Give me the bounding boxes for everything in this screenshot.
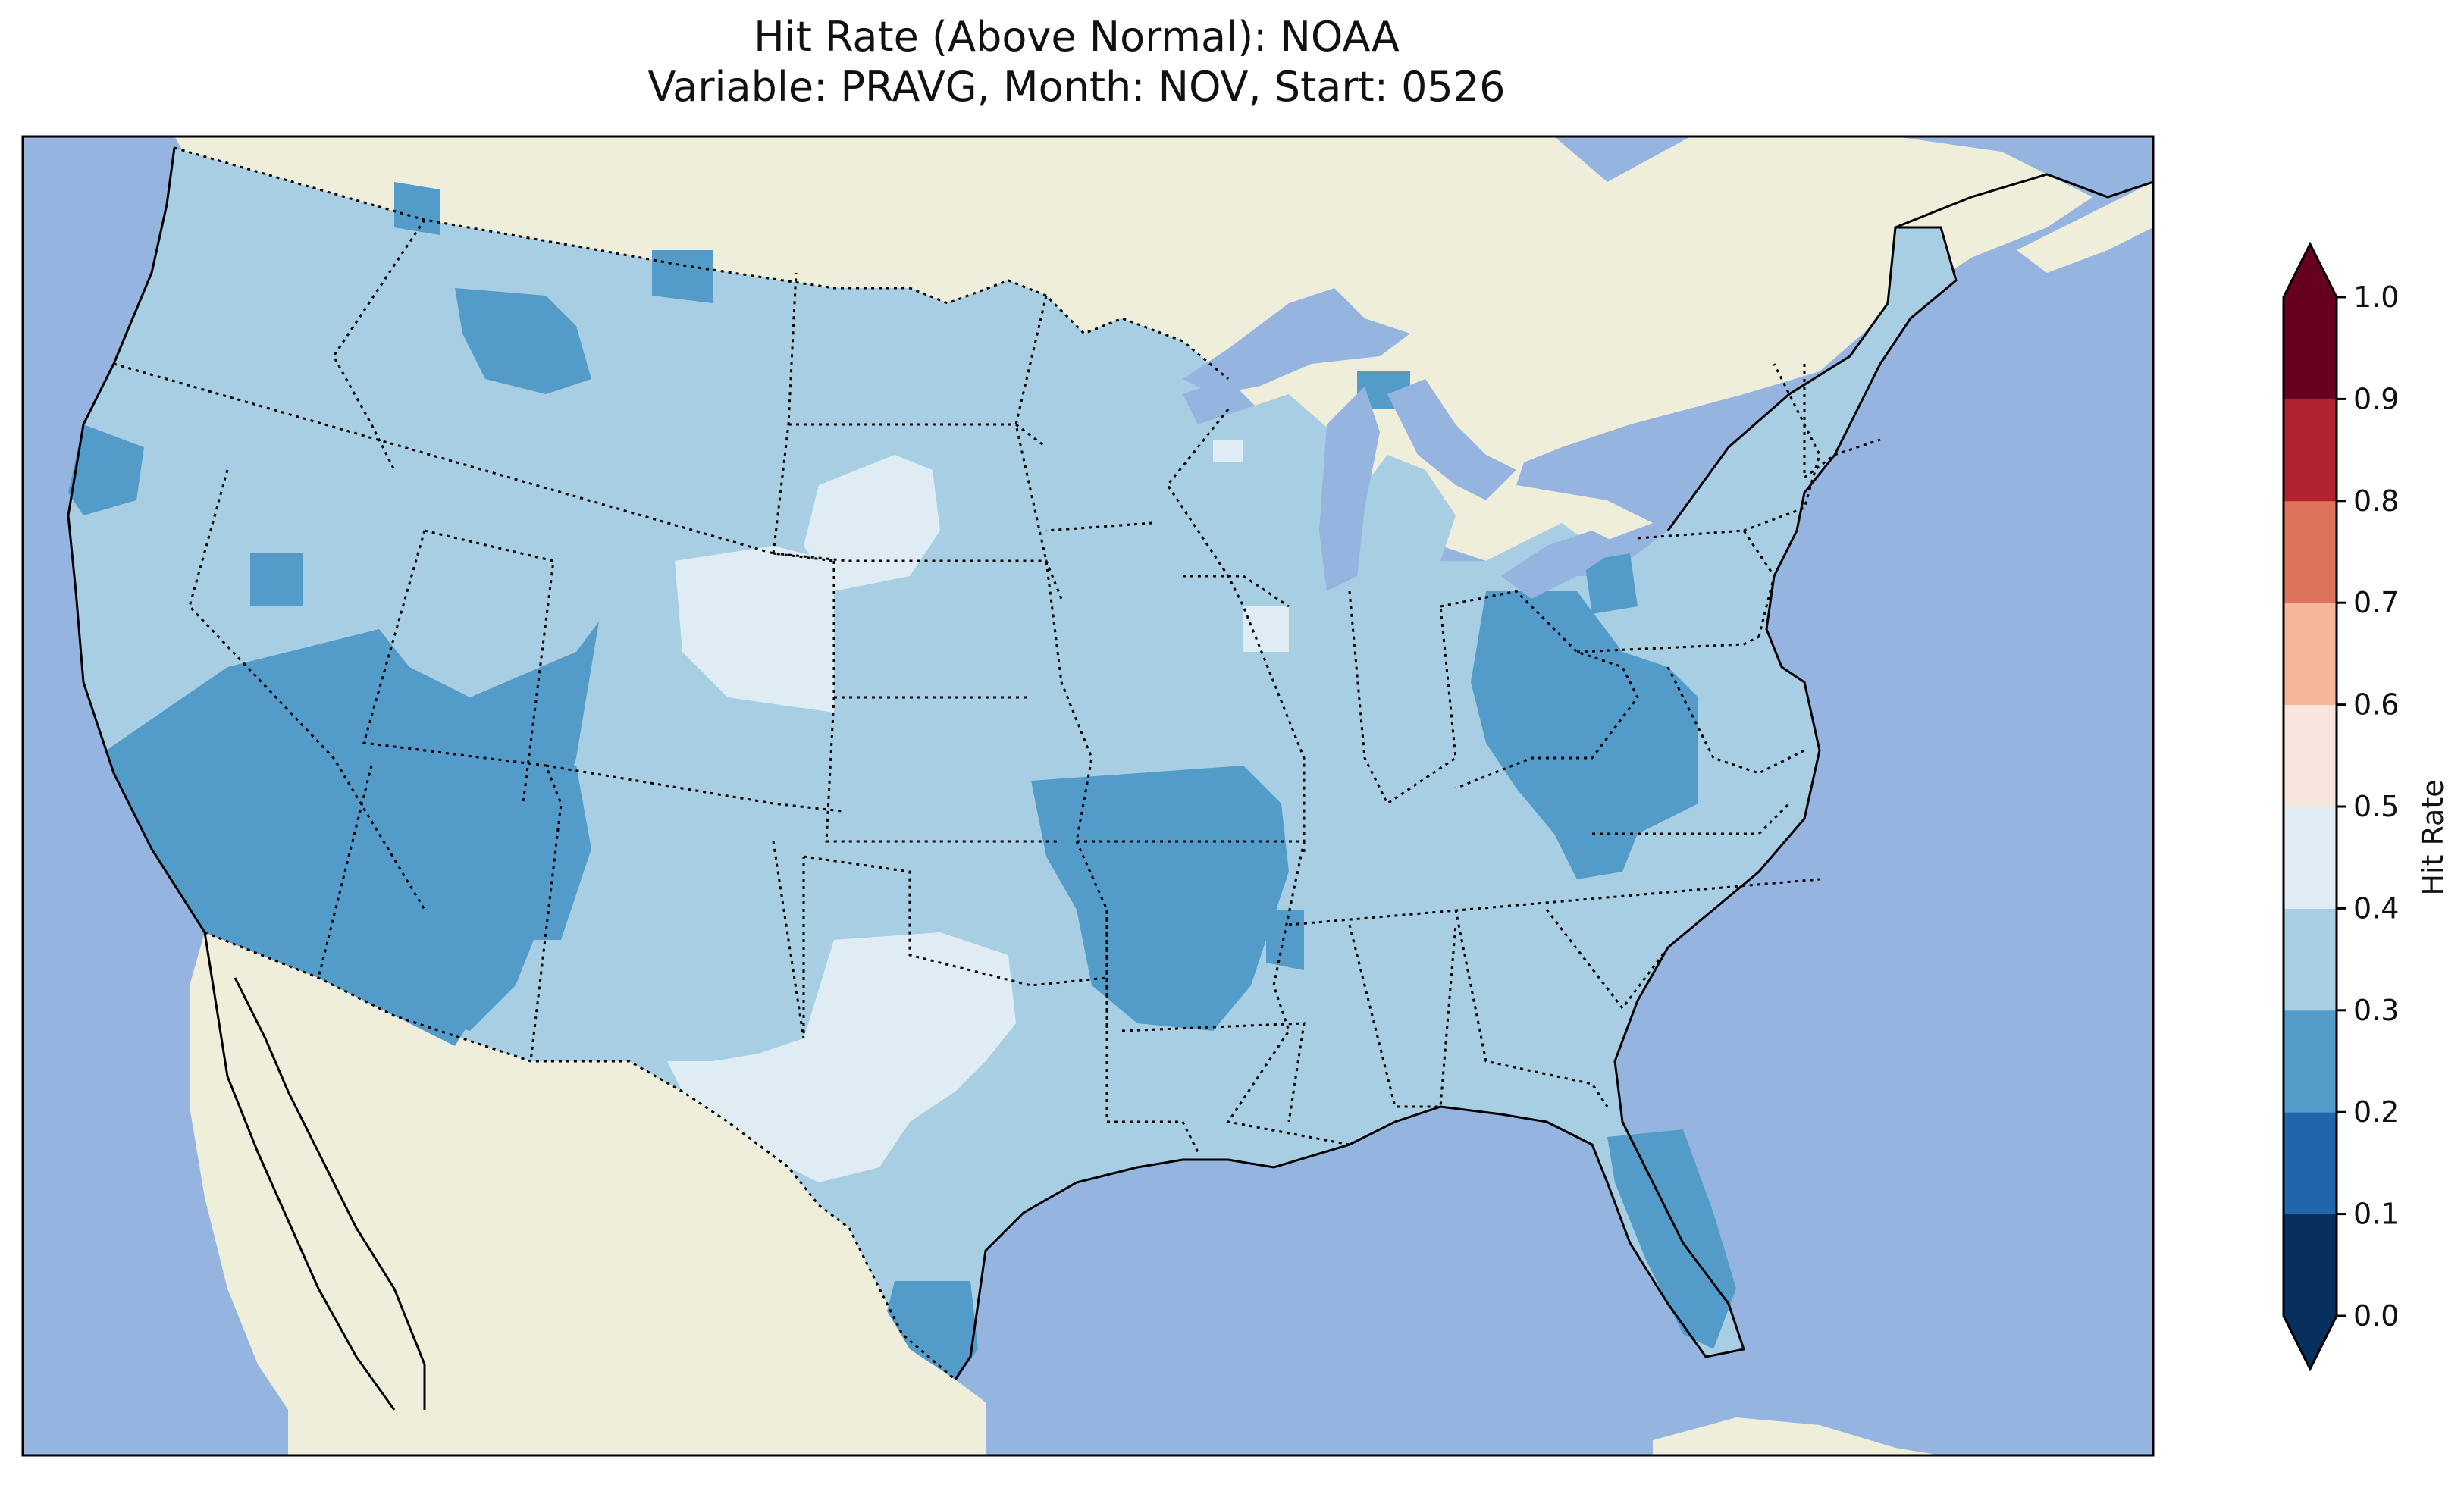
colorbar-tick-label: 0.5 (2353, 790, 2399, 823)
conus-land (68, 148, 1956, 1380)
canada-land (174, 136, 2093, 561)
colorbar-tick-label: 0.0 (2353, 1299, 2399, 1333)
map-frame (21, 135, 2155, 1457)
baja-land (205, 932, 425, 1410)
colorbar-tick-label: 0.3 (2353, 994, 2399, 1027)
coastline (67, 147, 396, 1411)
great-lakes (1183, 288, 1683, 599)
colorbar-bin (2284, 1112, 2337, 1215)
colorbar-bin (2284, 1214, 2337, 1317)
colorbar-bin (2284, 500, 2337, 603)
colorbar-bin (2284, 704, 2337, 807)
colorbar-bins (2284, 297, 2337, 1317)
colorbar-bin (2284, 1010, 2337, 1113)
hit-rate-0.4-0.5-regions (667, 440, 1289, 1182)
colorbar-bin (2284, 908, 2337, 1011)
cuba-land (1653, 1417, 1941, 1455)
colorbar-tick-label: 0.8 (2353, 484, 2399, 518)
colorbar-bin (2284, 399, 2337, 502)
colorbar-tick-label: 1.0 (2353, 280, 2399, 314)
colorbar-tick-label: 0.2 (2353, 1095, 2399, 1129)
colorbar-under-extension (2284, 1316, 2337, 1369)
title-line-2: Variable: PRAVG, Month: NOV, Start: 0526 (647, 63, 1506, 111)
colorbar-bin (2284, 297, 2337, 399)
colorbar-tick-label: 0.6 (2353, 688, 2399, 722)
title-line-1: Hit Rate (Above Normal): NOAA (754, 13, 1400, 61)
colorbar-bin (2284, 807, 2337, 909)
baja-coast (234, 977, 426, 1410)
colorbar-tick-label: 0.9 (2353, 382, 2399, 415)
colorbar-tick-label: 0.1 (2353, 1198, 2399, 1231)
colorbar-tick-label: 0.4 (2353, 891, 2399, 925)
colorbar-over-extension (2284, 244, 2337, 297)
map-title: Hit Rate (Above Normal): NOAA Variable: … (0, 12, 2153, 112)
state-borders (113, 219, 1881, 1153)
colorbar-bin (2284, 603, 2337, 706)
colorbar-ticks: 0.0 0.1 0.2 0.3 0.4 0.5 0.6 0.7 0.8 0.9 1.0 (2337, 280, 2399, 1333)
canada-coast (1666, 173, 2153, 531)
colorbar-label: Hit Rate (2416, 779, 2450, 895)
gulf-coastline (954, 226, 1958, 1380)
maritime-land (2017, 182, 2153, 273)
hit-rate-0.2-0.3-regions (68, 182, 1736, 1380)
colorbar-tick-label: 0.7 (2353, 586, 2399, 619)
